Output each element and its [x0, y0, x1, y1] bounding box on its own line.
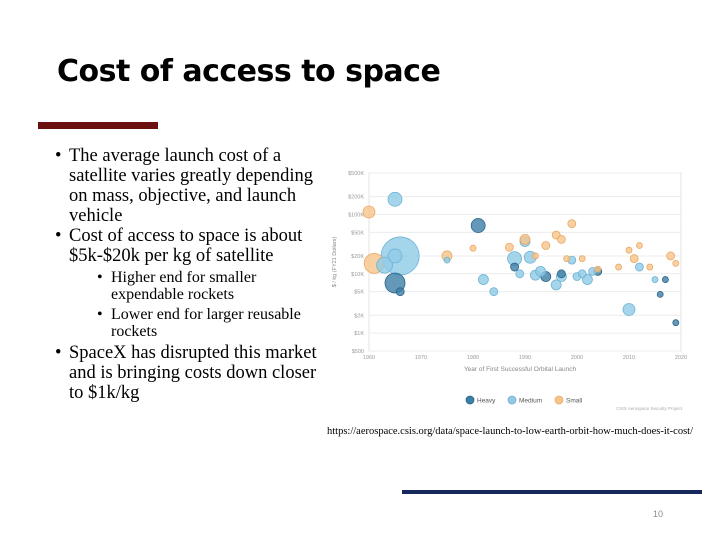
title-accent-bar — [38, 122, 158, 129]
page-number: 10 — [653, 509, 664, 519]
data-point-heavy — [672, 319, 680, 327]
bullet-item: The average launch cost of a satellite v… — [55, 146, 320, 226]
data-point-small — [504, 242, 514, 252]
data-point-heavy — [510, 262, 520, 272]
data-point-small — [563, 255, 571, 263]
footer-accent-bar — [402, 490, 702, 494]
data-point-heavy — [470, 218, 486, 233]
data-point-medium — [535, 265, 547, 277]
data-point-small — [519, 234, 531, 245]
data-point-medium — [387, 191, 403, 207]
y-tick-label: $50K — [351, 230, 364, 236]
x-tick-label: 2020 — [675, 355, 687, 361]
sub-bullet-item: Higher end for smaller expendable rocket… — [69, 269, 320, 303]
legend-marker-small — [554, 395, 564, 405]
y-tick-label: $10K — [351, 272, 364, 278]
legend-marker-heavy — [465, 395, 475, 405]
source-url[interactable]: https://aerospace.csis.org/data/space-la… — [327, 426, 694, 437]
slide-title: Cost of access to space — [57, 54, 441, 89]
sub-bullet-list: Higher end for smaller expendable rocket… — [69, 269, 320, 340]
data-point-medium — [515, 269, 525, 279]
data-point-small — [629, 254, 639, 264]
legend-label: Small — [566, 397, 583, 404]
data-point-small — [594, 265, 602, 273]
y-tick-label: $200K — [348, 195, 364, 201]
data-point-small — [578, 255, 586, 263]
data-point-small — [531, 252, 539, 260]
x-tick-label: 2010 — [623, 355, 635, 361]
data-point-small — [541, 241, 551, 250]
data-point-medium — [489, 287, 499, 297]
y-tick-label: $500K — [348, 171, 364, 177]
data-point-small — [615, 263, 623, 271]
y-tick-label: $20K — [351, 254, 364, 260]
data-point-medium — [376, 256, 393, 274]
data-point-small — [469, 244, 477, 252]
y-tick-label: $2K — [354, 313, 364, 319]
data-point-small — [362, 205, 376, 219]
data-point-small — [567, 219, 577, 229]
y-tick-label: $100K — [348, 212, 364, 218]
x-axis-label: Year of First Successful Orbital Launch — [464, 366, 577, 373]
data-point-medium — [477, 274, 489, 285]
y-tick-label: $500 — [352, 349, 364, 355]
data-point-small — [646, 263, 654, 271]
x-tick-label: 1980 — [467, 355, 479, 361]
y-axis-label: $ / kg (FY21 Dollars) — [332, 237, 338, 288]
sub-bullet-item: Lower end for larger reusable rockets — [69, 306, 320, 340]
x-tick-label: 2000 — [571, 355, 583, 361]
data-point-small — [672, 259, 680, 267]
data-point-medium — [443, 256, 451, 264]
data-point-medium — [651, 276, 659, 283]
legend-marker-medium — [507, 395, 517, 405]
data-point-small — [666, 251, 676, 261]
bullet-list: The average launch cost of a satellite v… — [55, 146, 320, 403]
data-point-small — [635, 242, 643, 249]
bullet-text: Cost of access to space is about $5k-$20… — [69, 226, 303, 266]
y-tick-label: $1K — [354, 331, 364, 337]
data-point-medium — [577, 269, 587, 279]
x-tick-label: 1960 — [363, 355, 375, 361]
x-tick-label: 1990 — [519, 355, 531, 361]
data-point-medium — [634, 262, 644, 272]
chart-credit: CSIS Aerospace Security Project — [616, 406, 683, 411]
y-tick-label: $5K — [354, 290, 364, 296]
data-point-small — [625, 246, 633, 254]
data-point-small — [556, 235, 566, 244]
x-tick-label: 1970 — [415, 355, 427, 361]
data-point-heavy — [656, 290, 664, 298]
data-point-medium — [622, 303, 636, 316]
launch-cost-scatter-chart: $500K $200K $100K $50K $20K $10K $5K $2K $1K $500… — [332, 171, 687, 411]
data-point-medium — [387, 248, 403, 264]
bullet-item: SpaceX has disrupted this market and is … — [55, 343, 320, 403]
data-point-medium — [550, 279, 562, 291]
data-point-heavy — [661, 276, 669, 283]
legend-label: Heavy — [477, 397, 496, 404]
data-point-heavy — [556, 269, 566, 279]
bullet-item: Cost of access to space is about $5k-$20… — [55, 226, 320, 340]
data-point-heavy — [395, 287, 405, 297]
legend-label: Medium — [519, 397, 542, 404]
